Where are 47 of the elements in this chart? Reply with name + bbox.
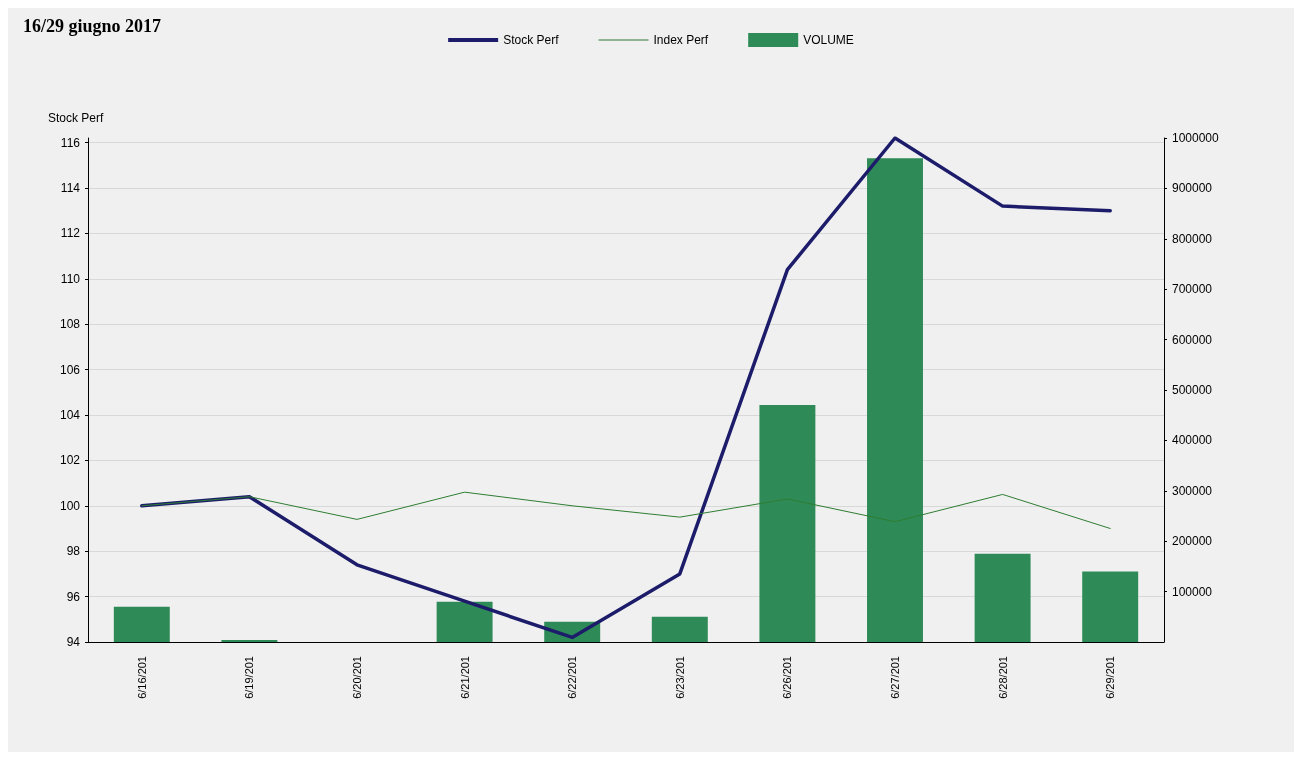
y2-tick-label: 200000	[1172, 534, 1213, 549]
y-tick-label: 108	[59, 317, 81, 332]
x-tick-label: 6/26/201	[781, 656, 794, 699]
y-tick-label: 102	[59, 453, 81, 468]
bar	[113, 606, 170, 642]
y2-tick-label: 700000	[1172, 282, 1213, 297]
y-tick-label: 106	[59, 362, 81, 377]
y-tick-label: 112	[60, 226, 81, 241]
chart-title: 16/29 giugno 2017	[23, 16, 162, 36]
y-tick-label: 110	[60, 271, 81, 286]
x-tick-label: 6/21/201	[458, 656, 471, 699]
x-tick-label: 6/20/201	[351, 656, 363, 699]
bar	[759, 405, 816, 642]
bar	[1082, 571, 1139, 642]
bar	[651, 616, 708, 642]
y2-tick-label: 100000	[1172, 584, 1213, 599]
y-tick-label: 114	[60, 180, 81, 195]
y2-tick-label: 600000	[1172, 332, 1213, 347]
legend-label: VOLUME	[803, 33, 854, 47]
y-tick-label: 96	[66, 589, 81, 604]
line-series	[140, 136, 1112, 640]
legend-label: Index Perf	[653, 33, 709, 47]
y-axis-title: Stock Perf	[48, 111, 105, 125]
line-series	[141, 491, 1111, 529]
y2-tick-label: 400000	[1172, 433, 1213, 448]
x-tick-label: 6/22/201	[566, 656, 579, 699]
y2-tick-label: 500000	[1172, 383, 1213, 397]
y-tick-label: 100	[59, 498, 81, 513]
legend-label: Stock Perf	[503, 33, 560, 47]
y2-tick-label: 1000000	[1172, 131, 1220, 145]
x-tick-label: 6/19/201	[243, 656, 256, 699]
bar	[221, 639, 278, 642]
bar	[974, 553, 1031, 642]
y-tick-label: 94	[66, 635, 81, 649]
y-tick-label: 116	[60, 135, 81, 150]
y-tick-label: 104	[59, 407, 81, 422]
x-tick-label: 6/28/201	[996, 656, 1009, 699]
y2-tick-label: 900000	[1172, 181, 1213, 196]
y2-tick-label: 300000	[1172, 483, 1213, 498]
x-tick-label: 6/16/201	[135, 656, 148, 699]
x-tick-label: 6/29/201	[1104, 656, 1117, 699]
bar	[867, 158, 923, 642]
x-tick-label: 6/23/201	[673, 656, 686, 699]
bar	[436, 601, 493, 642]
y-tick-label: 98	[66, 544, 81, 559]
x-tick-label: 6/27/201	[889, 656, 901, 699]
y2-tick-label: 800000	[1172, 231, 1213, 246]
